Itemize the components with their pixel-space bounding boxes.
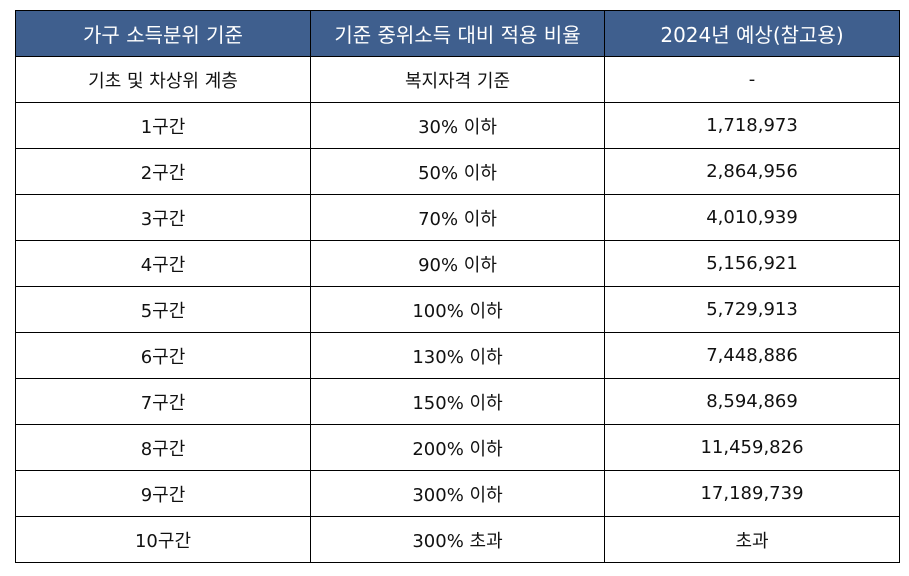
ratio-cell: 150% 이하	[310, 378, 605, 425]
table-row: 5구간 100% 이하 5,729,913	[15, 286, 900, 333]
amount-cell: 2,864,956	[604, 148, 900, 195]
table-header: 가구 소득분위 기준 기준 중위소득 대비 적용 비율 2024년 예상(참고용…	[15, 10, 900, 57]
header-2024-estimate: 2024년 예상(참고용)	[604, 10, 900, 57]
table-row: 8구간 200% 이하 11,459,826	[15, 424, 900, 471]
ratio-cell: 70% 이하	[310, 194, 605, 241]
amount-cell: 초과	[604, 516, 900, 563]
amount-cell: 8,594,869	[604, 378, 900, 425]
amount-cell: -	[604, 56, 900, 103]
ratio-cell: 50% 이하	[310, 148, 605, 195]
bracket-cell: 6구간	[15, 332, 311, 379]
ratio-cell: 300% 이하	[310, 470, 605, 517]
table-row: 9구간 300% 이하 17,189,739	[15, 470, 900, 517]
amount-cell: 7,448,886	[604, 332, 900, 379]
bracket-cell: 기초 및 차상위 계층	[15, 56, 311, 103]
amount-cell: 17,189,739	[604, 470, 900, 517]
table-row: 10구간 300% 초과 초과	[15, 516, 900, 563]
ratio-cell: 30% 이하	[310, 102, 605, 149]
bracket-cell: 9구간	[15, 470, 311, 517]
header-row: 가구 소득분위 기준 기준 중위소득 대비 적용 비율 2024년 예상(참고용…	[15, 10, 900, 57]
table-row: 2구간 50% 이하 2,864,956	[15, 148, 900, 195]
table-row: 4구간 90% 이하 5,156,921	[15, 240, 900, 287]
table-row: 6구간 130% 이하 7,448,886	[15, 332, 900, 379]
income-bracket-table: 가구 소득분위 기준 기준 중위소득 대비 적용 비율 2024년 예상(참고용…	[15, 10, 900, 563]
header-median-ratio: 기준 중위소득 대비 적용 비율	[310, 10, 605, 57]
bracket-cell: 4구간	[15, 240, 311, 287]
bracket-cell: 1구간	[15, 102, 311, 149]
ratio-cell: 90% 이하	[310, 240, 605, 287]
bracket-cell: 7구간	[15, 378, 311, 425]
table-row: 기초 및 차상위 계층 복지자격 기준 -	[15, 56, 900, 103]
ratio-cell: 100% 이하	[310, 286, 605, 333]
bracket-cell: 10구간	[15, 516, 311, 563]
table-body: 기초 및 차상위 계층 복지자격 기준 - 1구간 30% 이하 1,718,9…	[15, 56, 900, 563]
bracket-cell: 5구간	[15, 286, 311, 333]
table-row: 1구간 30% 이하 1,718,973	[15, 102, 900, 149]
amount-cell: 5,729,913	[604, 286, 900, 333]
amount-cell: 11,459,826	[604, 424, 900, 471]
amount-cell: 1,718,973	[604, 102, 900, 149]
bracket-cell: 8구간	[15, 424, 311, 471]
header-income-bracket: 가구 소득분위 기준	[15, 10, 311, 57]
table-row: 3구간 70% 이하 4,010,939	[15, 194, 900, 241]
ratio-cell: 300% 초과	[310, 516, 605, 563]
amount-cell: 4,010,939	[604, 194, 900, 241]
bracket-cell: 2구간	[15, 148, 311, 195]
ratio-cell: 200% 이하	[310, 424, 605, 471]
ratio-cell: 복지자격 기준	[310, 56, 605, 103]
ratio-cell: 130% 이하	[310, 332, 605, 379]
bracket-cell: 3구간	[15, 194, 311, 241]
table-row: 7구간 150% 이하 8,594,869	[15, 378, 900, 425]
amount-cell: 5,156,921	[604, 240, 900, 287]
